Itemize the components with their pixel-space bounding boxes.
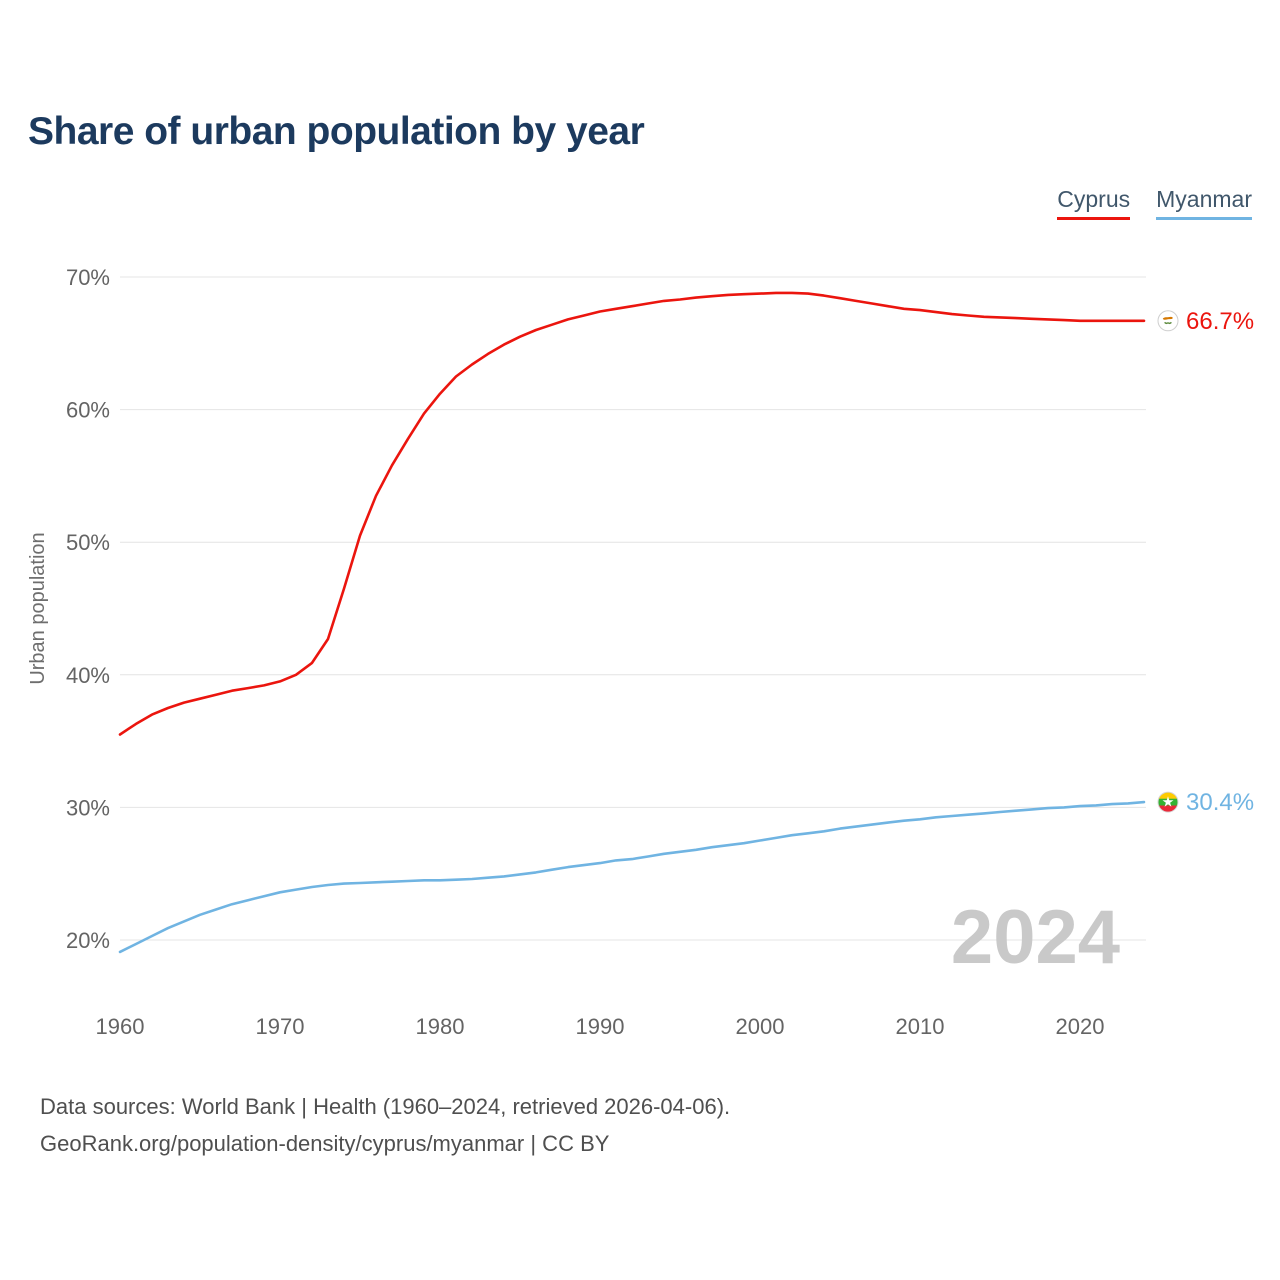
footer-attribution: GeoRank.org/population-density/cyprus/my… xyxy=(40,1131,610,1156)
flag-circle xyxy=(1157,791,1179,813)
x-tick-label: 1970 xyxy=(256,1014,305,1039)
stripe-yellow xyxy=(1158,792,1178,799)
series-line-myanmar xyxy=(118,800,1146,954)
watermark-text: 2024 xyxy=(951,895,1120,980)
y-tick-label: 20% xyxy=(66,928,110,953)
series-line-cyprus xyxy=(118,291,1146,736)
legend-item-cyprus[interactable]: Cyprus xyxy=(1057,186,1131,220)
island-shape xyxy=(1162,316,1173,320)
flag-circle xyxy=(1157,310,1179,332)
cyprus-flag-icon xyxy=(1157,310,1179,332)
y-tick-label: 70% xyxy=(66,265,110,290)
y-tick-label: 40% xyxy=(66,663,110,688)
y-tick-label: 50% xyxy=(66,530,110,555)
x-tick-label: 2000 xyxy=(736,1014,785,1039)
x-tick-label: 1960 xyxy=(96,1014,145,1039)
myanmar-flag-icon xyxy=(1157,791,1179,813)
legend: Cyprus Myanmar xyxy=(1057,186,1252,220)
page-title: Share of urban population by year xyxy=(28,110,645,153)
stripe-red xyxy=(1158,805,1178,813)
end-value-label-myanmar: 30.4% xyxy=(1186,789,1254,816)
olive-branch xyxy=(1167,321,1172,325)
y-axis-title: Urban population xyxy=(27,532,49,684)
y-tick-label: 30% xyxy=(66,795,110,820)
olive-branch xyxy=(1164,321,1169,325)
x-tick-label: 1990 xyxy=(576,1014,625,1039)
x-tick-label: 2010 xyxy=(896,1014,945,1039)
end-value-label-cyprus: 66.7% xyxy=(1186,308,1254,335)
x-tick-label: 2020 xyxy=(1056,1014,1105,1039)
y-tick-label: 60% xyxy=(66,398,110,423)
star-shape xyxy=(1162,796,1174,807)
legend-item-myanmar[interactable]: Myanmar xyxy=(1156,186,1252,220)
x-tick-label: 1980 xyxy=(416,1014,465,1039)
footer-data-sources: Data sources: World Bank | Health (1960–… xyxy=(40,1094,731,1119)
chart-footer: Data sources: World Bank | Health (1960–… xyxy=(40,1088,730,1162)
flag-stripes xyxy=(1158,792,1178,813)
